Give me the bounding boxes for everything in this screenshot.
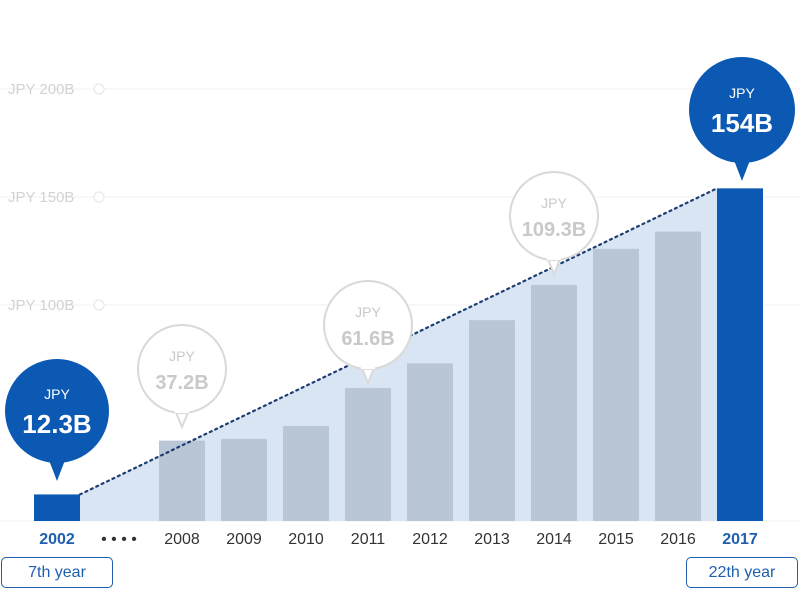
- bar-2008: [159, 440, 205, 521]
- callout-value: 37.2B: [155, 372, 208, 394]
- bar-2015: [593, 248, 639, 521]
- callout-2014: JPY 109.3B: [509, 171, 599, 277]
- x-tick-label-2008: 2008: [164, 531, 200, 548]
- callout-unit: JPY: [729, 85, 755, 101]
- bar-2009: [221, 438, 267, 521]
- year-note-2002: 7th year: [1, 557, 113, 588]
- bar-2010: [283, 425, 329, 521]
- y-tick-label: JPY 100B: [8, 297, 74, 314]
- callout-unit: JPY: [541, 195, 567, 211]
- callout-value: 154B: [711, 108, 773, 138]
- year-note-2017: 22th year: [686, 557, 798, 588]
- callout-unit: JPY: [169, 348, 195, 364]
- x-tick-label-2010: 2010: [288, 531, 324, 548]
- gridline-dot: [93, 83, 105, 95]
- x-tick-label-2012: 2012: [412, 531, 448, 548]
- y-tick-label: JPY 150B: [8, 189, 74, 206]
- bar-2014: [531, 284, 577, 521]
- x-tick-label-2015: 2015: [598, 531, 634, 548]
- callout-2017: JPY 154B: [689, 57, 795, 181]
- callout-circle: [5, 359, 109, 463]
- bar-2012: [407, 363, 453, 521]
- x-tick-label-2011: 2011: [351, 531, 386, 548]
- callout-value: 12.3B: [22, 409, 91, 439]
- callout-value: 109.3B: [522, 219, 587, 241]
- x-tick-label-2016: 2016: [660, 531, 696, 548]
- bar-2013: [469, 320, 515, 521]
- callout-seam: [175, 403, 189, 413]
- callout-seam: [361, 359, 375, 369]
- callout-unit: JPY: [44, 386, 70, 402]
- x-tick-label-2017: 2017: [722, 531, 758, 548]
- callout-circle: [689, 57, 795, 163]
- gridline-dot: [93, 299, 105, 311]
- callout-value: 61.6B: [341, 328, 394, 350]
- callout-2008: JPY 37.2B: [137, 324, 227, 430]
- bar-2016: [655, 231, 701, 521]
- callout-2011: JPY 61.6B: [323, 280, 413, 386]
- callout-2002: JPY 12.3B: [5, 359, 109, 481]
- axis-gap-marker: • • • •: [101, 531, 137, 548]
- gridline-dot: [93, 191, 105, 203]
- y-tick-label: JPY 200B: [8, 81, 74, 98]
- x-tick-label-2013: 2013: [474, 531, 510, 548]
- callout-circle: [509, 171, 599, 261]
- bar-2017: [717, 188, 763, 522]
- callout-circle: [323, 280, 413, 370]
- callout-circle: [137, 324, 227, 414]
- bar-2011: [345, 387, 391, 521]
- callout-unit: JPY: [355, 304, 381, 320]
- x-tick-label-2002: 2002: [39, 531, 75, 548]
- x-tick-label-2009: 2009: [226, 531, 262, 548]
- x-tick-label-2014: 2014: [536, 531, 572, 548]
- callout-seam: [547, 250, 561, 260]
- bar-2002: [34, 494, 80, 521]
